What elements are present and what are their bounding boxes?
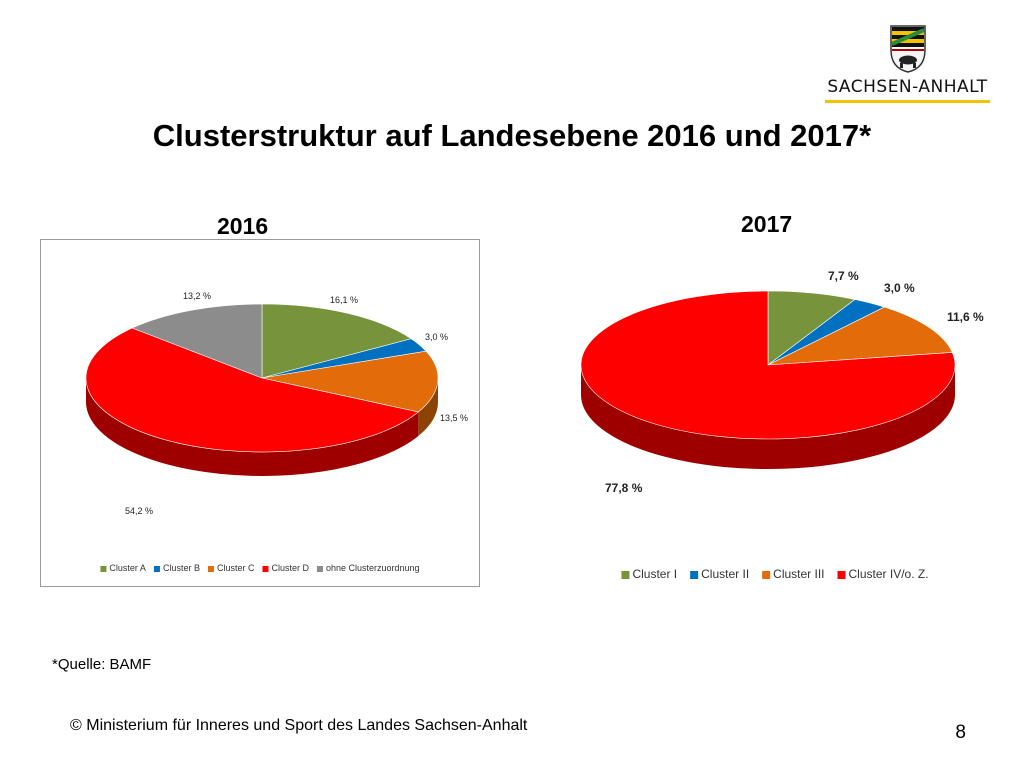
source-note: *Quelle: BAMF	[52, 656, 152, 673]
pie-slice-cluster-d	[85, 327, 419, 453]
legend-item: ohne Clusterzuordnung	[326, 563, 420, 573]
chart-legend: Cluster A Cluster B Cluster C Cluster D ohne…	[100, 563, 420, 573]
legend-item: Cluster II	[701, 567, 749, 581]
logo-text: SACHSEN-ANHALT	[827, 77, 988, 97]
slice-side-cluster-iv-o-z-	[581, 365, 955, 469]
data-label: 13,5 %	[440, 413, 468, 423]
chart-heading-2016: 2016	[217, 213, 269, 239]
data-label: 3,0 %	[884, 281, 915, 295]
chart-frame-2016	[40, 239, 480, 587]
logo-underline	[825, 100, 990, 103]
slide-title: Clusterstruktur auf Landesebene 2016 und…	[152, 118, 872, 153]
pie-svg: 7,7 %3,0 %11,6 %77,8 %Cluster I Cluster I…	[580, 269, 984, 581]
slice-side-cluster-c	[418, 378, 438, 437]
legend-item: Cluster D	[271, 563, 309, 573]
legend-item: Cluster C	[217, 563, 255, 573]
pie-svg: 16,1 %3,0 %13,5 %54,2 %13,2 %Cluster A Cl…	[85, 291, 468, 573]
pie-slice-ohne-clusterzuordnung	[131, 303, 263, 379]
legend-swatch	[316, 566, 323, 572]
data-label: 77,8 %	[605, 481, 643, 495]
legend-item: Cluster IV/o. Z.	[849, 567, 929, 581]
legend-swatch	[262, 566, 269, 572]
legend-swatch	[621, 571, 630, 579]
data-label: 11,6 %	[947, 310, 984, 324]
pie-chart-2016: 16,1 % 3,0 % 13,5 % 54,2 % 13,2 % Cluster A Cl…	[40, 239, 480, 587]
legend-swatch	[100, 566, 107, 572]
pie-slice-cluster-c	[261, 350, 439, 413]
chart-heading-2017: 2017	[741, 211, 793, 237]
legend-swatch	[207, 566, 214, 572]
pie-slice-cluster-a	[261, 303, 412, 379]
legend-swatch	[762, 571, 771, 579]
data-label: 16,1 %	[330, 295, 358, 305]
legend-swatch	[837, 571, 846, 579]
state-logo: SACHSEN-ANHALT	[825, 22, 990, 104]
footer-copyright: © Ministerium für Inneres und Sport des …	[70, 717, 528, 734]
data-label: 7,7 %	[828, 269, 859, 283]
legend-item: Cluster B	[163, 563, 200, 573]
legend-item: Cluster I	[632, 567, 677, 581]
pie-chart-2017: 7,7 % 3,0 % 11,6 % 77,8 % Cluster I Cluster I…	[560, 250, 990, 600]
legend-item: Cluster III	[773, 567, 824, 581]
legend-swatch	[153, 566, 160, 572]
legend-item: Cluster A	[109, 563, 146, 573]
chart-legend: Cluster I Cluster II Cluster III Cluster IV…	[621, 567, 929, 581]
pie-slice-cluster-iv-o-z-	[580, 290, 956, 440]
page-number: 8	[955, 722, 966, 743]
pie-slice-cluster-iii	[767, 306, 953, 366]
legend-swatch	[690, 571, 699, 579]
data-label: 13,2 %	[183, 291, 211, 301]
data-label: 54,2 %	[125, 506, 153, 516]
coat-of-arms-icon	[890, 25, 926, 73]
data-label: 3,0 %	[425, 332, 448, 342]
slice-side-cluster-d	[86, 378, 419, 476]
